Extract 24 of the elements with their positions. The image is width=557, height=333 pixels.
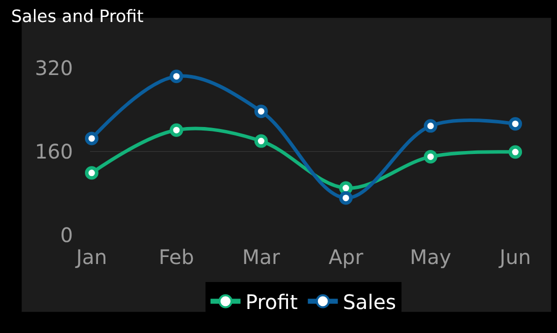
point (424, 150, 438, 164)
point (254, 134, 268, 148)
y-tick-label: 0 (60, 223, 73, 247)
point (424, 119, 438, 133)
chart-title: Sales and Profit (11, 6, 144, 27)
x-tick-label: Apr (328, 245, 364, 269)
point (170, 123, 184, 137)
point (84, 132, 98, 146)
y-tick-label: 320 (34, 56, 73, 80)
point (508, 117, 522, 131)
point (254, 104, 268, 118)
x-tick-label: Feb (158, 245, 194, 269)
point (339, 191, 353, 205)
x-tick-label: Jan (74, 245, 108, 269)
point (508, 145, 522, 159)
legend-label: Profit (246, 290, 298, 314)
point (170, 70, 184, 84)
y-tick-label: 160 (34, 140, 73, 164)
x-tick-label: Mar (242, 245, 281, 269)
x-tick-label: Jun (498, 245, 531, 269)
x-tick-label: May (410, 245, 452, 269)
point (84, 166, 98, 180)
point (339, 181, 353, 195)
legend-label: Sales (342, 290, 396, 314)
